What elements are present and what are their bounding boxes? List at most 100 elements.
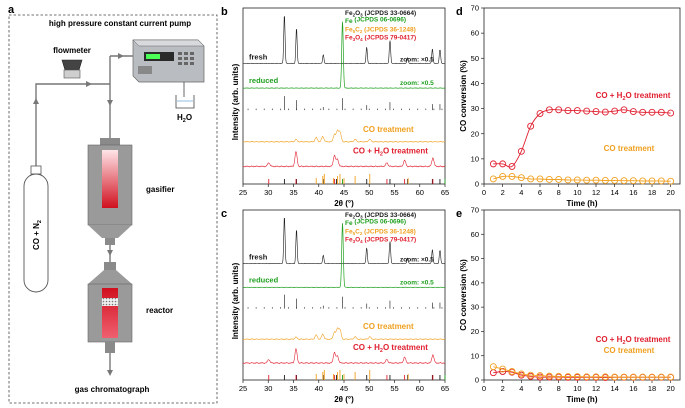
x-tick-label: 65 — [441, 188, 449, 197]
reduced-label: reduced — [249, 76, 279, 85]
data-point-0 — [620, 106, 628, 114]
x-tick-label: 20 — [666, 384, 674, 393]
series-name: CO + H — [596, 91, 623, 100]
water-beaker-icon — [175, 82, 195, 109]
data-point-0 — [508, 162, 516, 170]
x-tick-label: 35 — [289, 188, 297, 197]
coh2o-treatment-label: CO + H2O treatment — [353, 146, 428, 157]
panel-a-schematic: a high pressure constant current pump H2… — [8, 4, 218, 404]
series-name-sub: 2 — [622, 96, 625, 102]
legend-text: Fe — [345, 220, 353, 227]
data-point-1 — [517, 370, 525, 378]
x-tick-label: 8 — [557, 384, 561, 393]
data-point-1 — [489, 175, 497, 183]
x-tick-label: 10 — [573, 188, 581, 197]
data-point-1 — [648, 177, 656, 185]
legend-entry: Fe3O4 (JCPDS 79-0417) — [345, 35, 416, 43]
data-point-1 — [508, 173, 516, 180]
coh2o-label-a: CO + H — [353, 146, 380, 155]
data-point-1 — [573, 176, 581, 184]
legend-text2: O — [355, 10, 360, 17]
legend-text2: O — [355, 237, 360, 244]
series-name-sub: 2 — [622, 340, 625, 346]
legend-text: Fe — [345, 228, 353, 235]
data-point-1 — [536, 175, 544, 183]
y-tick-label: 0 — [475, 376, 479, 385]
data-point-0 — [639, 108, 647, 116]
y-axis-title: CO conversion (%) — [459, 60, 468, 132]
legend-sub: 3 — [353, 37, 356, 42]
series-label-1: CO treatment — [604, 144, 655, 153]
legend-rest: (JCPDS 36-1248) — [362, 228, 415, 235]
x-tick-label: 40 — [315, 384, 323, 393]
data-point-1 — [611, 373, 619, 381]
x-tick-label: 30 — [264, 188, 272, 197]
data-point-1 — [499, 365, 507, 373]
legend-entry: Fe2O3 (JCPDS 33-0664) — [345, 212, 416, 220]
x-tick-label: 25 — [239, 384, 247, 393]
data-point-0 — [592, 108, 600, 116]
water-label: H2O — [177, 113, 192, 124]
panel-letter-a: a — [8, 4, 15, 16]
data-point-0 — [564, 107, 572, 115]
data-point-1 — [629, 373, 637, 381]
schematic-frame — [8, 14, 218, 404]
y-tick-label: 60 — [471, 29, 479, 38]
data-point-0 — [555, 106, 563, 114]
reduced-trace — [242, 21, 446, 89]
x-tick-label: 40 — [315, 188, 323, 197]
x-tick-label: 55 — [390, 384, 398, 393]
series-line-0 — [493, 109, 671, 168]
legend-sub: 3 — [353, 239, 356, 244]
y-tick-label: 60 — [471, 230, 479, 239]
co-treatment-label: CO treatment — [363, 322, 414, 331]
series-name-end: O treatment — [626, 91, 671, 100]
data-point-1 — [592, 373, 600, 381]
series-label-0: CO + H2O treatment — [596, 91, 671, 102]
coh2o-label-end: O treatment — [383, 146, 428, 155]
x-tick-label: 4 — [519, 188, 523, 197]
legend-entry: Fe3O4 (JCPDS 79-0417) — [345, 237, 416, 245]
x-tick-label: 4 — [519, 384, 523, 393]
legend-sub: 5 — [353, 29, 356, 34]
data-point-1 — [657, 373, 665, 381]
legend-rest: (JCPDS 33-0664) — [363, 10, 416, 17]
legend-text: Fe — [345, 26, 353, 33]
y-tick-label: 70 — [471, 206, 479, 215]
legend-text2: O — [355, 35, 360, 42]
data-point-1 — [489, 363, 497, 371]
zoom-label-fresh: zoom: ×0.5 — [400, 56, 434, 63]
zoom-label-reduced: zoom: ×0.5 — [400, 279, 434, 286]
data-point-1 — [527, 175, 535, 183]
plot-frame — [242, 209, 446, 381]
series-name: CO treatment — [604, 144, 655, 153]
legend-text: Fe — [345, 18, 353, 25]
data-point-0 — [573, 107, 581, 115]
legend-sub: 2 — [353, 13, 356, 18]
panel-d-conversion-chart: d 0 2 4 6 8 10 12 14 16 18 20 0 10 20 30 40 50 60 70 Time (h… — [456, 4, 681, 208]
data-point-1 — [648, 373, 656, 381]
gas-cylinder-icon — [23, 165, 49, 293]
data-point-1 — [517, 174, 525, 182]
data-point-0 — [657, 108, 665, 116]
legend-text2: C — [355, 26, 360, 33]
co-treatment-label: CO treatment — [363, 125, 414, 134]
legend-sub2: 2 — [360, 29, 363, 34]
coh2o-label-sub: 2 — [380, 151, 383, 157]
x-tick-label: 14 — [610, 188, 618, 197]
y-axis-title: CO conversion (%) — [459, 259, 468, 331]
panel-letter-b: b — [221, 6, 228, 18]
x-tick-label: 14 — [610, 384, 618, 393]
legend-rest: (JCPDS 33-0664) — [363, 212, 416, 219]
data-point-1 — [527, 371, 535, 379]
x-tick-label: 2 — [501, 384, 505, 393]
x-tick-label: 30 — [264, 384, 272, 393]
data-point-0 — [517, 147, 525, 155]
data-point-0 — [536, 110, 544, 118]
legend-text2: O — [355, 212, 360, 219]
coh2o-treatment-trace — [242, 150, 446, 168]
data-point-1 — [639, 373, 647, 381]
coh2o-label-end: O treatment — [383, 343, 428, 352]
x-tick-label: 50 — [365, 188, 373, 197]
